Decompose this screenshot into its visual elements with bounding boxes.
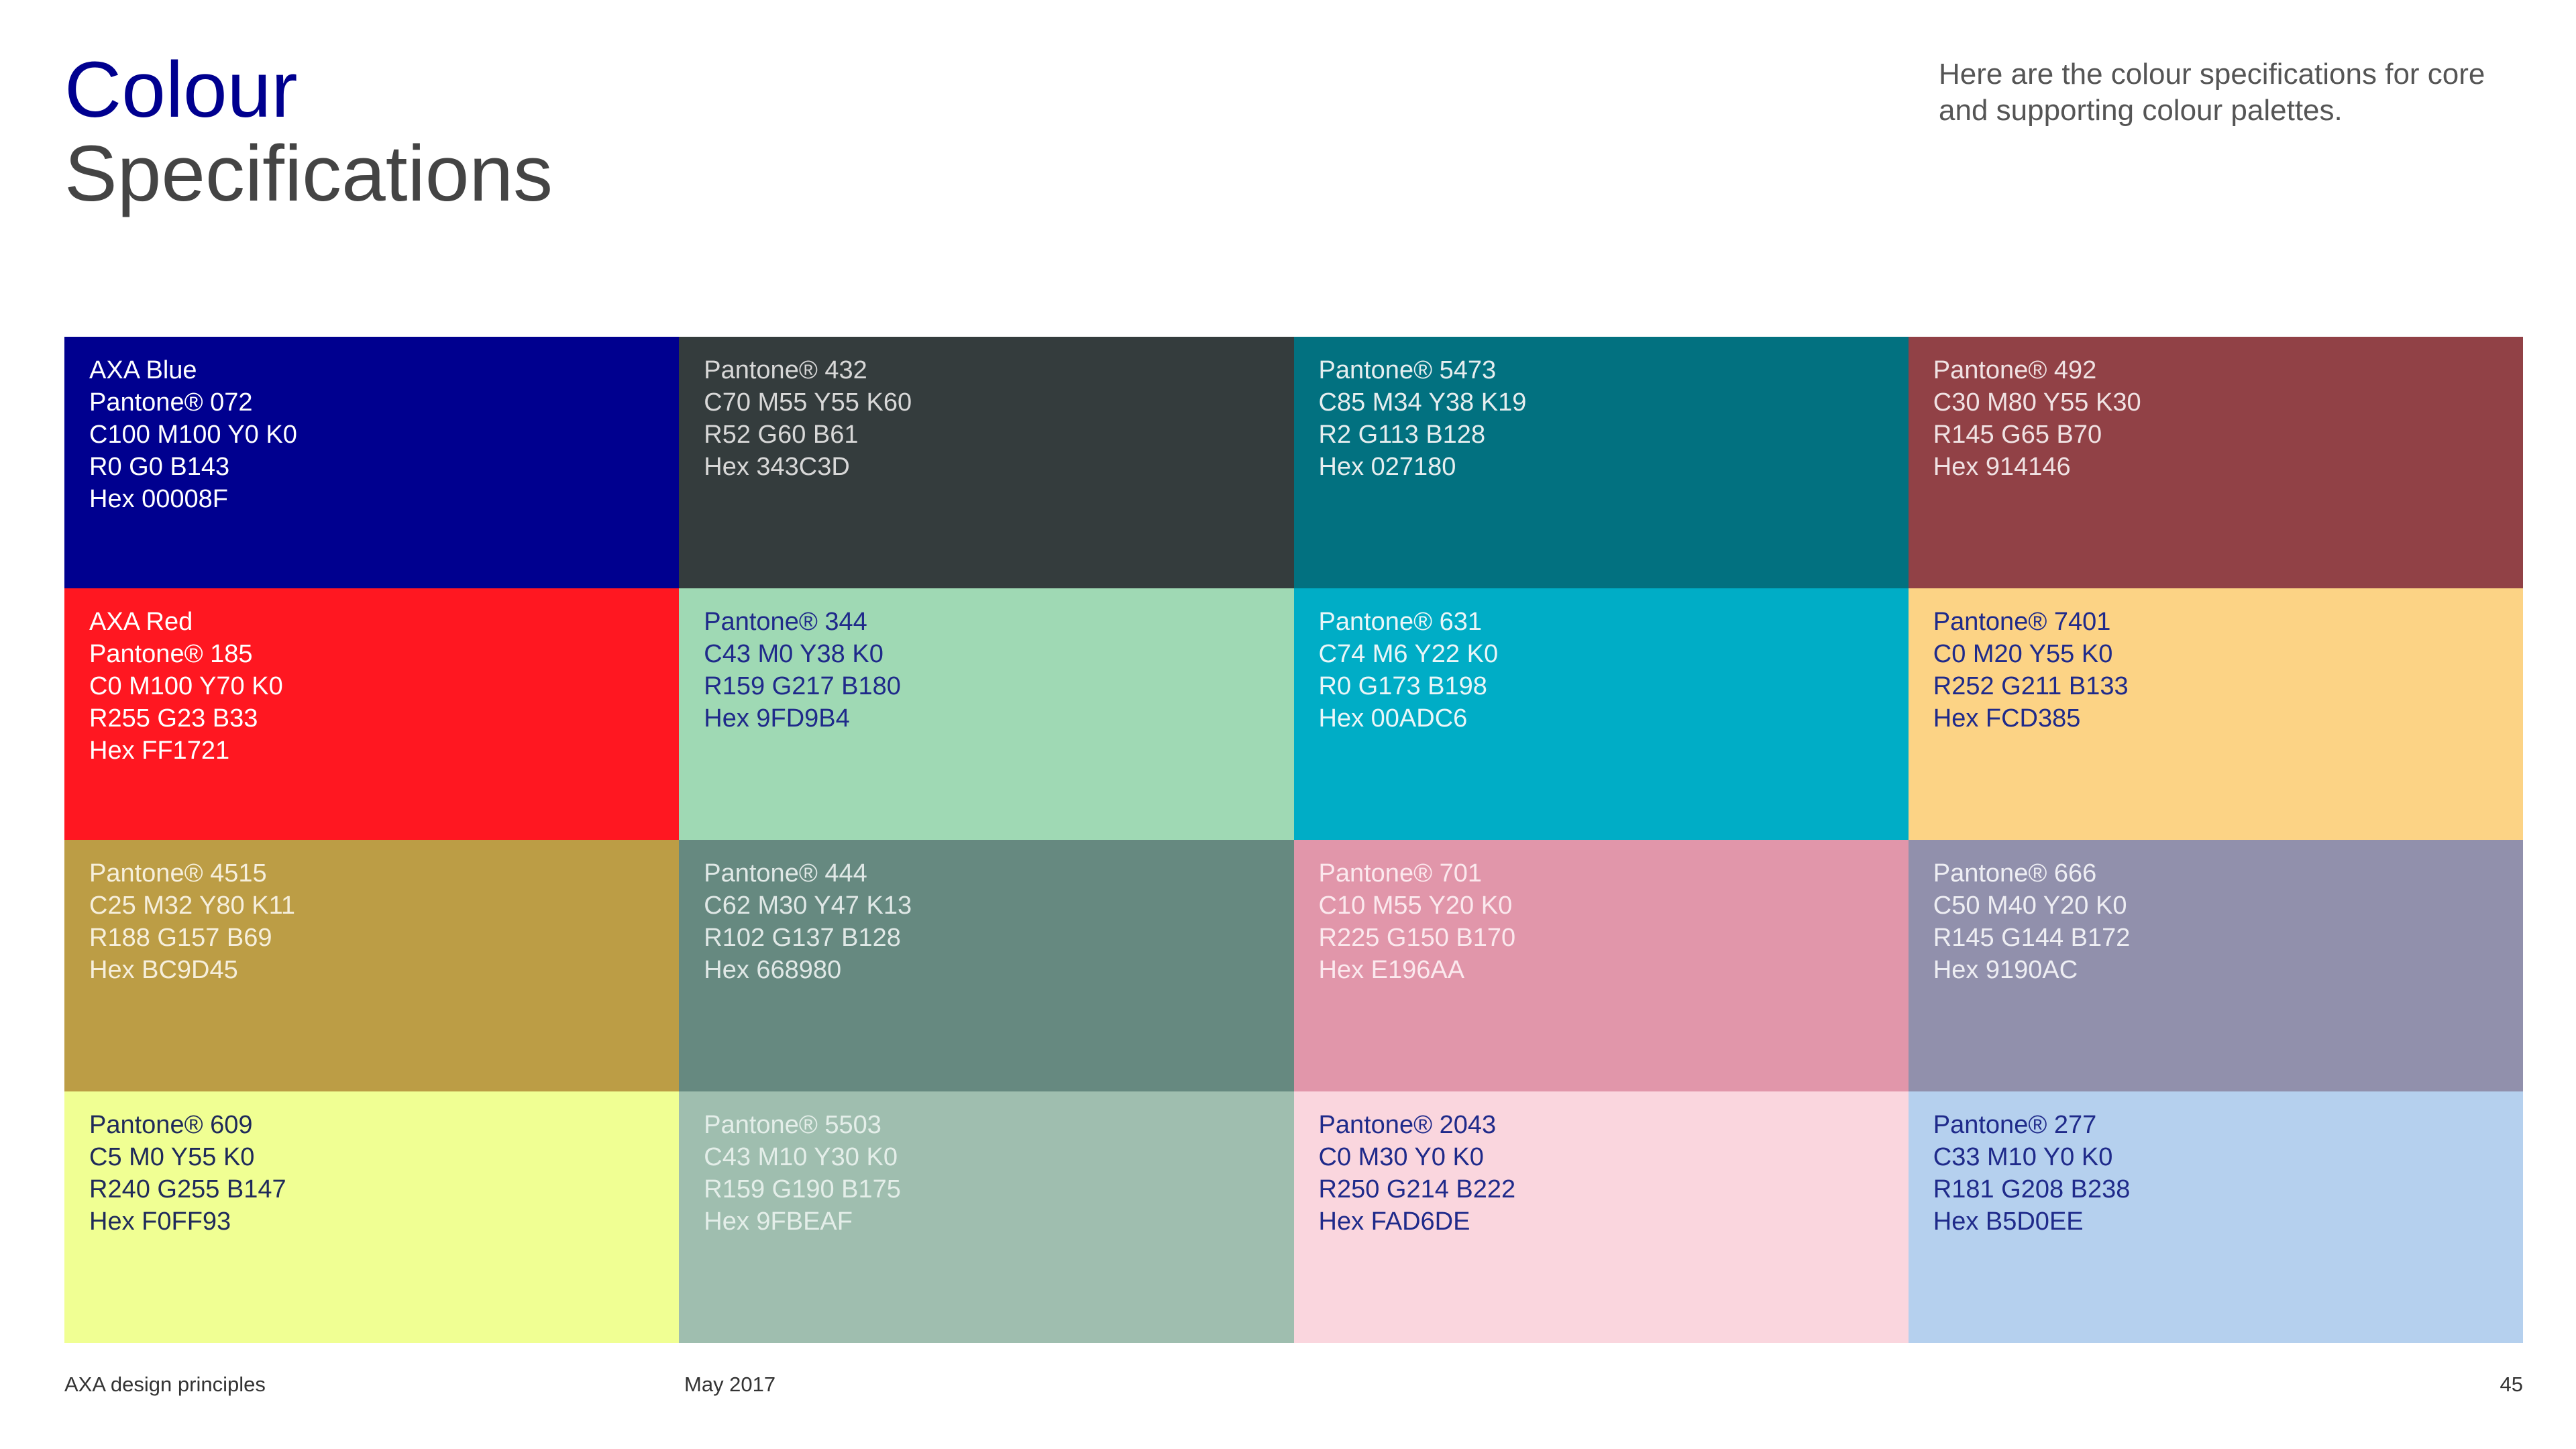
swatch-spec: R250 G214 B222 — [1318, 1175, 1516, 1203]
swatch-spec: C5 M0 Y55 K0 — [89, 1143, 255, 1171]
swatch-spec: R145 G144 B172 — [1933, 924, 2131, 952]
swatch: AXA Red Pantone® 185 C0 M100 Y70 K0 R255 G2… — [64, 588, 680, 840]
swatch-spec: Pantone® 609 — [89, 1111, 253, 1139]
swatch-grid: AXA Blue Pantone® 072 C100 M100 Y0 K0 R0 G0… — [64, 337, 2523, 1343]
title: Colour Specifications — [64, 48, 553, 216]
swatch-spec: C62 M30 Y47 K13 — [704, 892, 912, 920]
swatch-spec: C0 M100 Y70 K0 — [89, 672, 283, 700]
swatch: Pantone® 277 C33 M10 Y0 K0 R181 G208 B238 H… — [1908, 1091, 2523, 1343]
swatch-spec: R255 G23 B33 — [89, 704, 258, 733]
swatch-spec: Pantone® 492 — [1933, 356, 2097, 384]
swatch-spec: Hex FF1721 — [89, 737, 230, 765]
swatch-spec: Hex 00ADC6 — [1318, 704, 1468, 733]
swatch-spec: R2 G113 B128 — [1318, 421, 1486, 449]
swatch-spec: Hex 914146 — [1933, 453, 2071, 481]
swatch-spec: Hex E196AA — [1318, 956, 1465, 984]
swatch-spec: Hex BC9D45 — [89, 956, 238, 984]
swatch-spec: R225 G150 B170 — [1318, 924, 1516, 952]
swatch-spec: Pantone® 072 — [89, 388, 253, 417]
swatch-spec: R188 G157 B69 — [89, 924, 272, 952]
swatch-spec: Hex FAD6DE — [1318, 1208, 1470, 1236]
swatch-spec: R102 G137 B128 — [704, 924, 901, 952]
title-line: Specifications — [64, 129, 553, 218]
swatch: Pantone® 444 C62 M30 Y47 K13 R102 G137 B12… — [679, 840, 1294, 1091]
swatch-spec: Pantone® 2043 — [1318, 1111, 1497, 1139]
swatch-spec: Pantone® 631 — [1318, 608, 1483, 636]
swatch-spec: AXA Blue — [89, 356, 197, 384]
swatch-spec: R0 G173 B198 — [1318, 672, 1487, 700]
swatch-spec: Hex 9190AC — [1933, 956, 2078, 984]
swatch-spec: Hex 027180 — [1318, 453, 1456, 481]
swatch-spec: R252 G211 B133 — [1933, 672, 2129, 700]
swatch-spec: C74 M6 Y22 K0 — [1318, 640, 1499, 668]
swatch-spec: C30 M80 Y55 K30 — [1933, 388, 2141, 417]
swatch-spec: Pantone® 666 — [1933, 859, 2097, 888]
swatch-spec: Hex 00008F — [89, 485, 229, 513]
swatch: Pantone® 7401 C0 M20 Y55 K0 R252 G211 B133… — [1908, 588, 2523, 840]
swatch: Pantone® 701 C10 M55 Y20 K0 R225 G150 B170… — [1293, 840, 1909, 1091]
swatch-spec: C70 M55 Y55 K60 — [704, 388, 912, 417]
swatch: Pantone® 666 C50 M40 Y20 K0 R145 G144 B172… — [1908, 840, 2523, 1091]
intro-line: Here are the colour specifications for c… — [1939, 58, 2485, 91]
swatch: Pantone® 344 C43 M0 Y38 K0 R159 G217 B180 H… — [679, 588, 1294, 840]
intro-line: and supporting colour palettes. — [1939, 94, 2343, 127]
swatch-spec: Hex F0FF93 — [89, 1208, 231, 1236]
swatch-spec: Pantone® 277 — [1933, 1111, 2097, 1139]
swatch-spec: R159 G217 B180 — [704, 672, 901, 700]
swatch: Pantone® 5503 C43 M10 Y30 K0 R159 G190 B17… — [679, 1091, 1294, 1343]
swatch: Pantone® 2043 C0 M30 Y0 K0 R250 G214 B222 H… — [1293, 1091, 1909, 1343]
swatch: Pantone® 5473 C85 M34 Y38 K19 R2 G113 B128… — [1293, 337, 1909, 588]
swatch-spec: Hex 343C3D — [704, 453, 850, 481]
swatch-spec: Pantone® 7401 — [1933, 608, 2111, 636]
swatch-spec: R159 G190 B175 — [704, 1175, 901, 1203]
swatch-spec: C43 M10 Y30 K0 — [704, 1143, 898, 1171]
swatch-spec: Pantone® 185 — [89, 640, 253, 668]
swatch-spec: C0 M30 Y0 K0 — [1318, 1143, 1484, 1171]
swatch-spec: R145 G65 B70 — [1933, 421, 2102, 449]
swatch: Pantone® 631 C74 M6 Y22 K0 R0 G173 B198 Hex… — [1293, 588, 1909, 840]
swatch: AXA Blue Pantone® 072 C100 M100 Y0 K0 R0 G0… — [64, 337, 680, 588]
swatch-spec: Pantone® 432 — [704, 356, 867, 384]
swatch-spec: Hex FCD385 — [1933, 704, 2081, 733]
swatch-spec: C33 M10 Y0 K0 — [1933, 1143, 2113, 1171]
swatch-spec: C85 M34 Y38 K19 — [1318, 388, 1527, 417]
swatch-spec: Pantone® 5503 — [704, 1111, 881, 1139]
swatch-spec: C25 M32 Y80 K11 — [89, 892, 296, 920]
footer-date: May 2017 — [684, 1373, 776, 1396]
swatch-spec: AXA Red — [89, 608, 193, 636]
title-line: Colour — [64, 46, 298, 134]
swatch: Pantone® 609 C5 M0 Y55 K0 R240 G255 B147 He… — [64, 1091, 680, 1343]
swatch: Pantone® 4515 C25 M32 Y80 K11 R188 G157 B6… — [64, 840, 680, 1091]
swatch-spec: Pantone® 701 — [1318, 859, 1483, 888]
swatch-spec: R0 G0 B143 — [89, 453, 230, 481]
swatch-spec: R240 G255 B147 — [89, 1175, 286, 1203]
swatch-spec: R181 G208 B238 — [1933, 1175, 2131, 1203]
swatch-spec: Pantone® 5473 — [1318, 356, 1497, 384]
swatch-spec: C100 M100 Y0 K0 — [89, 421, 297, 449]
swatch-spec: Pantone® 344 — [704, 608, 867, 636]
swatch-spec: C43 M0 Y38 K0 — [704, 640, 883, 668]
swatch-spec: C50 M40 Y20 K0 — [1933, 892, 2127, 920]
swatch: Pantone® 492 C30 M80 Y55 K30 R145 G65 B70 H… — [1908, 337, 2523, 588]
footer-left: AXA design principles — [64, 1373, 266, 1396]
page-number: 45 — [2500, 1373, 2523, 1396]
swatch-spec: Pantone® 4515 — [89, 859, 267, 888]
swatch-spec: C0 M20 Y55 K0 — [1933, 640, 2113, 668]
intro: Here are the colour specifications for c… — [1939, 56, 2485, 129]
swatch-spec: Hex 668980 — [704, 956, 842, 984]
swatch-spec: R52 G60 B61 — [704, 421, 859, 449]
swatch-spec: Hex 9FD9B4 — [704, 704, 850, 733]
swatch-spec: Hex 9FBEAF — [704, 1208, 853, 1236]
swatch-spec: Pantone® 444 — [704, 859, 867, 888]
swatch-spec: Hex B5D0EE — [1933, 1208, 2084, 1236]
swatch-spec: C10 M55 Y20 K0 — [1318, 892, 1513, 920]
swatch: Pantone® 432 C70 M55 Y55 K60 R52 G60 B61 He… — [679, 337, 1294, 588]
